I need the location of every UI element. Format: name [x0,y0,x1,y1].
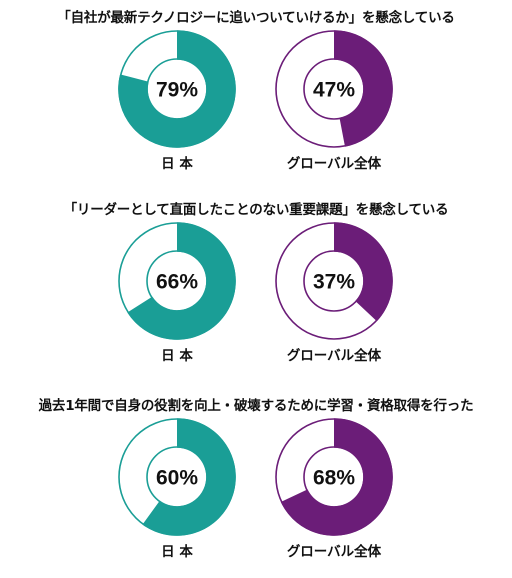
chart-block-2: 「リーダーとして直面したことのない重要課題」を懸念している 66% 日 本 37% グロ… [0,192,512,382]
chart-block-3: 過去1年間で自身の役割を向上・破壊するために学習・資格取得を行った 60% 日 本 6… [0,388,512,578]
donut-percent-label: 60% [156,467,198,490]
series-label-japan: 日 本 [161,348,193,364]
donut-japan: 66% [107,211,247,351]
donut-global: 68% [264,407,404,547]
series-label-global: グローバル全体 [286,156,382,172]
chart-title: 「自社が最新テクノロジーに追いついていけるか」を懸念している [57,10,455,26]
donut-svg: 79% [118,30,236,148]
donut-japan: 60% [107,407,247,547]
donut-value-segment [280,418,393,536]
donut-svg: 66% [118,222,236,340]
chart-title: 「リーダーとして直面したことのない重要課題」を懸念している [63,202,449,218]
donut-value-segment [118,30,236,148]
donut-percent-label: 68% [313,467,355,490]
series-label-japan: 日 本 [161,544,193,560]
donut-percent-label: 79% [156,79,198,102]
donut-value-segment [334,222,393,322]
chart-block-1: 「自社が最新テクノロジーに追いついていけるか」を懸念している 79% 日 本 47% グ… [0,0,512,190]
series-label-japan: 日 本 [161,156,193,172]
donut-value-segment [334,30,393,147]
series-label-global: グローバル全体 [286,544,382,560]
chart-title: 過去1年間で自身の役割を向上・破壊するために学習・資格取得を行った [38,398,474,414]
donut-value-segment [142,418,236,536]
donut-global: 37% [264,211,404,351]
donut-value-segment [127,222,236,340]
donut-japan: 79% [107,19,247,159]
donut-percent-label: 66% [156,271,198,294]
donut-svg: 60% [118,418,236,536]
donut-svg: 68% [275,418,393,536]
series-label-global: グローバル全体 [286,348,382,364]
donut-percent-label: 37% [313,271,355,294]
donut-global: 47% [264,19,404,159]
donut-svg: 47% [275,30,393,148]
donut-percent-label: 47% [313,79,355,102]
donut-svg: 37% [275,222,393,340]
